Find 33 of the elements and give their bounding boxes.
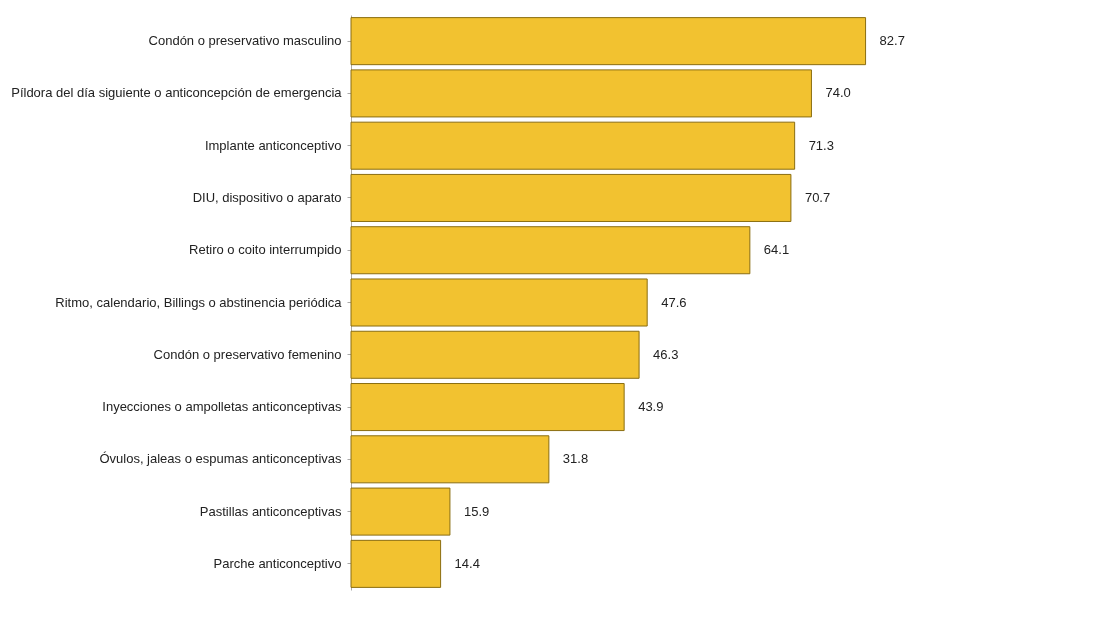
y-tick-label: Óvulos, jaleas o espumas anticonceptivas xyxy=(99,451,342,467)
y-tick-label: Píldora del día siguiente o anticoncepción de emergencia xyxy=(11,85,343,101)
y-tick-label: DIU, dispositivo o aparato xyxy=(192,189,342,205)
y-tick-label: Condón o preservativo masculino xyxy=(148,33,342,49)
bar xyxy=(350,121,796,170)
data-label: 46.3 xyxy=(653,346,679,362)
bar xyxy=(350,383,625,432)
y-tick-label: Implante anticonceptivo xyxy=(204,137,342,153)
data-label: 71.3 xyxy=(808,137,834,153)
y-tick-label: Inyecciones o ampolletas anticonceptivas xyxy=(102,399,342,415)
bar xyxy=(350,173,792,222)
bar xyxy=(350,69,812,118)
bar xyxy=(350,17,867,66)
bar xyxy=(350,435,550,484)
data-label: 14.4 xyxy=(454,555,480,571)
data-label: 74.0 xyxy=(825,85,851,101)
bar xyxy=(350,539,442,588)
data-label: 43.9 xyxy=(638,399,664,415)
y-tick-label: Condón o preservativo femenino xyxy=(153,346,342,362)
data-label: 70.7 xyxy=(804,189,831,205)
y-tick-label: Ritmo, calendario, Billings o abstinencia periódica xyxy=(55,294,343,310)
data-label: 47.6 xyxy=(661,294,687,310)
bar xyxy=(350,330,640,379)
data-label: 82.7 xyxy=(879,33,905,49)
data-label: 64.1 xyxy=(763,242,790,258)
bar xyxy=(350,487,451,536)
bar xyxy=(350,278,648,327)
bar xyxy=(350,226,751,275)
y-tick-label: Parche anticonceptivo xyxy=(213,555,342,571)
data-label: 31.8 xyxy=(562,451,589,467)
y-tick-label: Retiro o coito interrumpido xyxy=(189,242,342,258)
data-label: 15.9 xyxy=(463,503,490,519)
y-tick-label: Pastillas anticonceptivas xyxy=(199,503,342,519)
